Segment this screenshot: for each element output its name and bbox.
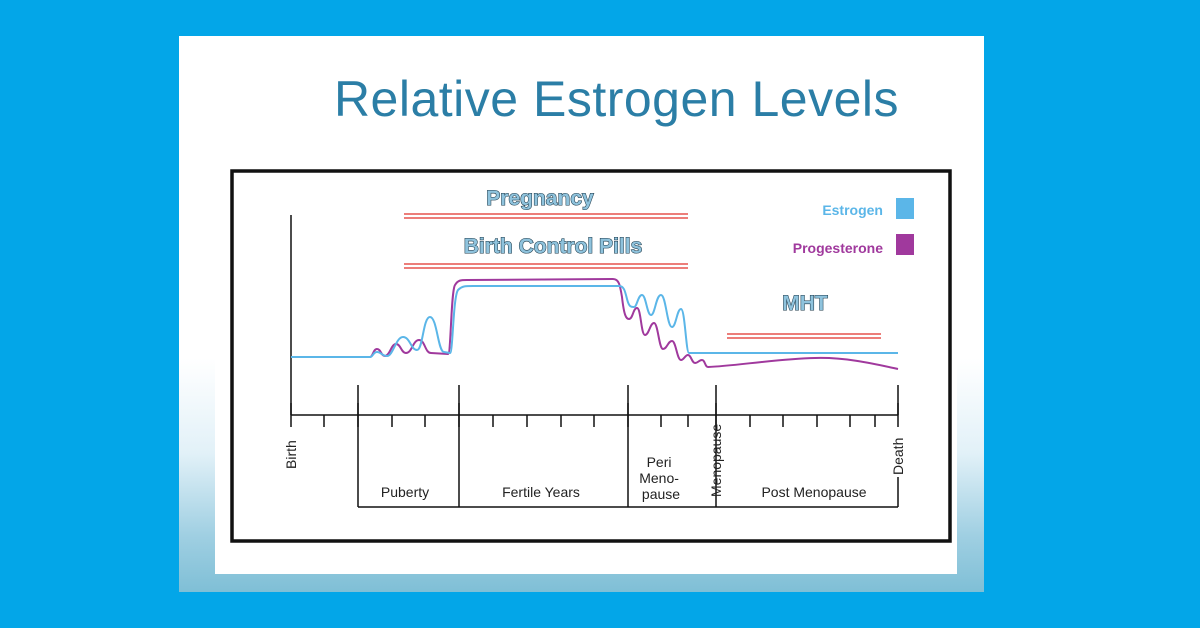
bar-label-mht: MHT <box>782 292 828 315</box>
bar-label-birth-control: Birth Control Pills <box>464 235 643 258</box>
stage-label-puberty: Puberty <box>381 484 429 500</box>
legend-label-progesterone: Progesterone <box>793 240 883 256</box>
series-line-estrogen <box>291 285 898 358</box>
chart-area: Puberty Fertile Years Peri Meno- pause P… <box>215 157 957 574</box>
x-tick-label-birth: Birth <box>283 440 299 469</box>
x-tick-label-death: Death <box>890 438 906 475</box>
x-tick-label-menopause: Menopause <box>708 424 724 497</box>
stage-label-peri-menopause: Peri Meno- pause <box>639 454 683 502</box>
stage-label-fertile-years: Fertile Years <box>502 484 580 500</box>
slide-title: Relative Estrogen Levels <box>333 71 900 127</box>
legend-swatch-estrogen <box>896 198 914 219</box>
chart-svg: Puberty Fertile Years Peri Meno- pause P… <box>230 169 952 543</box>
bar-label-pregnancy: Pregnancy <box>486 187 594 210</box>
legend-label-estrogen: Estrogen <box>822 202 883 218</box>
stage-label-post-menopause: Post Menopause <box>761 484 866 500</box>
series-line-progesterone <box>291 277 899 370</box>
chart-frame <box>230 169 952 543</box>
legend-swatch-progesterone <box>896 234 914 255</box>
